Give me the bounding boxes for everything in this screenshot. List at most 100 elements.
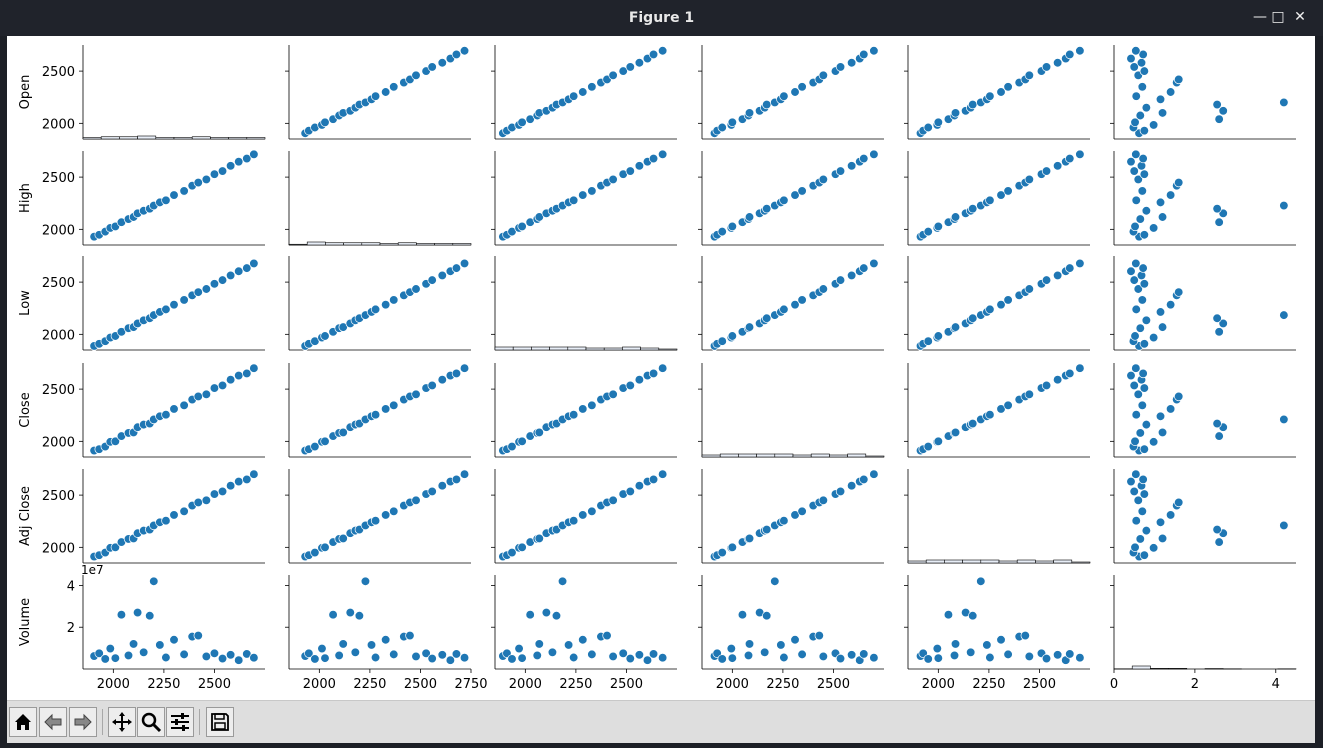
scatter-point-volume-close xyxy=(790,635,800,645)
x-tick-label: 2500 xyxy=(1023,677,1056,692)
scatter-point-adj-close-open xyxy=(209,489,220,499)
scatter-point-open-adj-close xyxy=(1041,62,1052,72)
scatter-point-high-adj-close xyxy=(950,212,961,222)
zoom-button[interactable] xyxy=(137,707,165,737)
home-icon xyxy=(15,714,31,730)
scatter-point-low-close xyxy=(846,270,857,281)
y-tick-label: 2500 xyxy=(42,171,75,186)
back-button[interactable] xyxy=(39,707,67,737)
x-tick-label: 2000 xyxy=(509,677,542,692)
home-button[interactable] xyxy=(9,707,37,737)
scatter-point-close-adj-close xyxy=(985,410,995,420)
scatter-point-close-volume xyxy=(1130,436,1140,446)
hist-bar-close xyxy=(810,453,830,458)
scatter-point-adj-close-close xyxy=(846,481,857,491)
scatter-point-high-adj-close xyxy=(1024,174,1034,185)
scatter-point-low-volume xyxy=(1155,307,1166,317)
scatter-point-open-high xyxy=(320,117,330,127)
hist-bar-adj-close xyxy=(998,560,1018,564)
scatter-point-open-volume xyxy=(1137,82,1147,92)
scatter-point-low-volume xyxy=(1130,331,1140,341)
scatter-point-close-open xyxy=(217,380,228,391)
scatter-point-low-adj-close xyxy=(1052,270,1063,281)
scatter-point-open-low xyxy=(618,66,628,76)
pan-button[interactable] xyxy=(108,707,136,737)
scatter-point-volume-low xyxy=(525,610,535,620)
scatter-point-adj-close-close xyxy=(762,524,772,535)
hist-bar-low xyxy=(512,346,532,351)
window-title: Figure 1 xyxy=(628,10,695,26)
scatter-point-close-volume xyxy=(1126,370,1136,381)
scatter-point-low-open xyxy=(225,270,236,281)
scatter-point-low-high xyxy=(451,263,462,273)
scatter-point-high-volume xyxy=(1212,204,1222,214)
scatter-point-low-volume xyxy=(1218,318,1228,329)
scatter-point-low-open xyxy=(242,263,252,273)
scatter-point-volume-high xyxy=(389,649,399,660)
hist-bar-high xyxy=(306,241,326,246)
scatter-point-volume-high xyxy=(451,649,462,659)
scatter-point-open-adj-close xyxy=(1075,46,1085,56)
scatter-point-open-high xyxy=(411,70,421,80)
scatter-point-low-close xyxy=(779,304,789,315)
pairplot-chart[interactable]: 2000 2500 Open 2000 2500 High 2000 2500 Low 2000 2… xyxy=(7,36,1315,700)
hist-bar-adj-close xyxy=(1035,560,1054,564)
scatter-point-high-open xyxy=(234,157,244,167)
figure-canvas[interactable]: 2000 2500 Open 2000 2500 High 2000 2500 Low 2000 2… xyxy=(7,36,1315,700)
scatter-point-low-high xyxy=(437,270,447,281)
scatter-point-low-high xyxy=(459,258,470,269)
scatter-point-high-adj-close xyxy=(1075,149,1085,159)
scatter-point-close-high xyxy=(320,436,330,446)
scatter-point-low-close xyxy=(835,275,846,285)
scatter-point-high-low xyxy=(587,186,597,196)
scatter-point-close-open xyxy=(179,400,189,410)
scatter-point-volume-open xyxy=(234,655,244,665)
x-tick-label: 2750 xyxy=(454,677,487,692)
hist-bar-volume xyxy=(1168,668,1188,670)
scatter-point-volume-high xyxy=(421,648,431,658)
scatter-point-adj-close-open xyxy=(249,469,259,479)
scatter-point-adj-close-volume xyxy=(1139,489,1149,499)
hist-bar-low xyxy=(549,346,569,351)
scatter-point-volume-open xyxy=(201,651,212,662)
scatter-point-close-high xyxy=(427,380,437,391)
save-button[interactable] xyxy=(206,707,234,737)
scatter-point-volume-open xyxy=(145,611,155,621)
scatter-point-open-volume xyxy=(1131,46,1141,56)
scatter-point-volume-low xyxy=(608,651,618,662)
x-tick-label: 2250 xyxy=(353,677,386,692)
scatter-point-volume-close xyxy=(760,647,770,657)
scatter-point-open-adj-close xyxy=(923,122,933,133)
scatter-point-volume-low xyxy=(587,649,597,660)
close-icon[interactable]: ✕ xyxy=(1294,9,1306,25)
scatter-point-open-adj-close xyxy=(968,99,978,110)
scatter-point-low-volume xyxy=(1279,310,1289,320)
scatter-point-open-volume xyxy=(1135,110,1145,121)
scatter-point-volume-adj-close xyxy=(1024,651,1034,662)
hist-bar-low xyxy=(531,346,550,351)
forward-button[interactable] xyxy=(69,707,97,737)
scatter-point-adj-close-open xyxy=(242,474,252,485)
scatter-point-low-volume xyxy=(1139,339,1149,349)
scatter-point-adj-close-low xyxy=(657,469,668,479)
minimize-icon[interactable]: — xyxy=(1253,9,1267,25)
scatter-point-low-adj-close xyxy=(968,313,978,323)
scatter-point-volume-open xyxy=(249,653,259,663)
scatter-point-adj-close-close xyxy=(727,542,737,552)
scatter-point-volume-low xyxy=(657,653,668,663)
scatter-point-low-open xyxy=(249,258,259,269)
maximize-icon[interactable]: □ xyxy=(1271,9,1285,25)
scatter-point-open-low xyxy=(578,87,588,97)
scatter-point-close-high xyxy=(437,375,447,385)
scatter-point-close-volume xyxy=(1212,418,1222,429)
scatter-point-close-open xyxy=(110,436,121,446)
scatter-point-volume-close xyxy=(727,653,737,663)
hist-bar-open xyxy=(155,137,175,140)
scatter-point-close-open xyxy=(225,375,236,385)
scatter-point-volume-adj-close xyxy=(949,650,960,661)
configure-subplots-button[interactable] xyxy=(166,707,194,737)
y-tick-label: 2000 xyxy=(42,541,75,556)
scatter-point-high-adj-close xyxy=(968,204,978,214)
hist-bar-open xyxy=(191,136,211,140)
scatter-point-close-high xyxy=(381,404,391,414)
